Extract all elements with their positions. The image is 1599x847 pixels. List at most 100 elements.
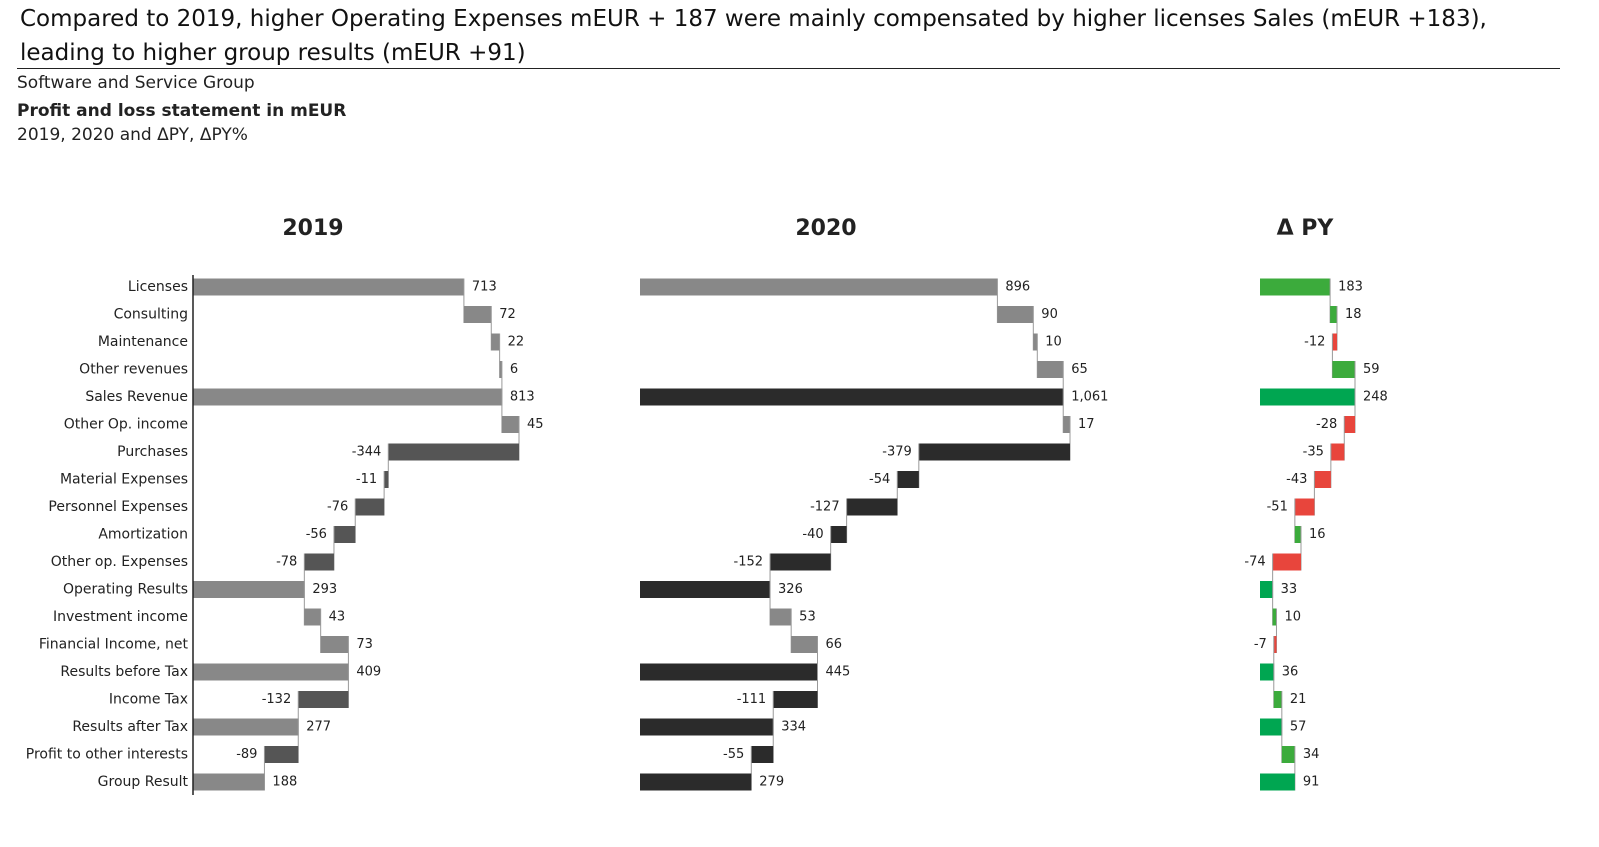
- bar: [640, 663, 818, 681]
- bar: [997, 306, 1034, 323]
- subtitle: Software and Service Group: [17, 73, 255, 93]
- bar: [1033, 333, 1038, 351]
- title-rule: [17, 68, 1560, 69]
- value-label: 36: [1282, 665, 1299, 680]
- category-label: Material Expenses: [60, 472, 188, 488]
- value-label: 16: [1309, 527, 1326, 542]
- value-label: -78: [276, 555, 297, 570]
- value-label: 43: [329, 610, 346, 625]
- category-label: Financial Income, net: [39, 637, 189, 653]
- bar: [830, 526, 847, 543]
- value-label: 713: [472, 280, 497, 295]
- bar: [1260, 773, 1295, 791]
- category-label: Licenses: [128, 279, 188, 295]
- bar: [384, 471, 389, 488]
- value-label: 279: [759, 775, 784, 790]
- value-label: 73: [356, 637, 373, 652]
- bar: [773, 691, 818, 708]
- category-label: Purchases: [117, 444, 188, 460]
- bar: [1260, 278, 1331, 296]
- bar: [751, 746, 774, 763]
- value-label: 65: [1071, 362, 1088, 377]
- value-label: -89: [236, 747, 257, 762]
- bar: [897, 471, 919, 488]
- value-label: -74: [1244, 555, 1265, 570]
- bar: [1332, 361, 1355, 378]
- category-label: Personnel Expenses: [48, 499, 188, 515]
- value-label: 34: [1303, 747, 1320, 762]
- value-label: 18: [1345, 307, 1362, 322]
- bar: [1281, 746, 1295, 763]
- bar: [640, 581, 771, 598]
- value-label: 813: [510, 390, 535, 405]
- value-label: 183: [1338, 280, 1363, 295]
- value-label: 896: [1005, 280, 1030, 295]
- bar: [1063, 416, 1070, 433]
- value-label: 72: [499, 307, 516, 322]
- value-label: 6: [510, 362, 518, 377]
- value-label: -55: [723, 747, 744, 762]
- bar: [499, 361, 502, 378]
- bar: [640, 388, 1064, 406]
- value-label: -51: [1267, 500, 1288, 515]
- bar: [1272, 608, 1277, 626]
- heading: Profit and loss statement in mEUR: [17, 101, 347, 121]
- bar: [1260, 581, 1273, 598]
- bar: [1272, 553, 1301, 571]
- bar: [1273, 691, 1282, 708]
- value-label: 10: [1284, 610, 1301, 625]
- bar: [640, 773, 752, 791]
- value-label: -54: [869, 472, 890, 487]
- description: 2019, 2020 and ΔPY, ΔPY%: [17, 125, 248, 145]
- value-label: 59: [1363, 362, 1380, 377]
- value-label: 248: [1363, 390, 1388, 405]
- bar: [264, 746, 299, 763]
- bar: [320, 636, 349, 653]
- value-label: 326: [778, 582, 803, 597]
- value-label: 66: [826, 637, 843, 652]
- value-label: 21: [1290, 692, 1307, 707]
- value-label: -379: [882, 445, 912, 460]
- bar: [193, 581, 305, 598]
- panel-title: 2020: [795, 216, 856, 241]
- category-label: Maintenance: [98, 334, 188, 350]
- category-label: Other op. Expenses: [51, 554, 188, 570]
- bar: [640, 718, 774, 736]
- category-label: Operating Results: [63, 582, 188, 598]
- value-label: 22: [508, 335, 525, 350]
- value-label: -11: [356, 472, 377, 487]
- bar: [304, 553, 334, 571]
- category-label: Investment income: [53, 609, 188, 625]
- value-label: -132: [262, 692, 292, 707]
- bar: [333, 526, 356, 543]
- value-label: -28: [1316, 417, 1337, 432]
- bar: [1330, 306, 1337, 323]
- value-label: 293: [312, 582, 337, 597]
- value-label: 1,061: [1071, 390, 1108, 405]
- bar: [1273, 636, 1277, 653]
- bar: [355, 498, 385, 516]
- value-label: -76: [327, 500, 348, 515]
- bar: [1294, 498, 1315, 516]
- bar: [791, 636, 818, 653]
- bar: [1314, 471, 1331, 488]
- value-label: 277: [306, 720, 331, 735]
- value-label: -344: [352, 445, 382, 460]
- bar: [193, 278, 464, 296]
- category-label: Results before Tax: [60, 664, 188, 680]
- bar: [1260, 663, 1274, 681]
- value-label: 45: [527, 417, 544, 432]
- category-label: Sales Revenue: [85, 389, 188, 405]
- bar: [463, 306, 492, 323]
- bar: [1294, 526, 1301, 543]
- value-label: -12: [1304, 335, 1325, 350]
- category-label: Results after Tax: [72, 719, 188, 735]
- bar: [846, 498, 898, 516]
- bar: [1344, 416, 1355, 433]
- bar: [1260, 718, 1282, 736]
- bar: [304, 608, 321, 626]
- panel-title: 2019: [282, 216, 343, 241]
- bar: [640, 278, 998, 296]
